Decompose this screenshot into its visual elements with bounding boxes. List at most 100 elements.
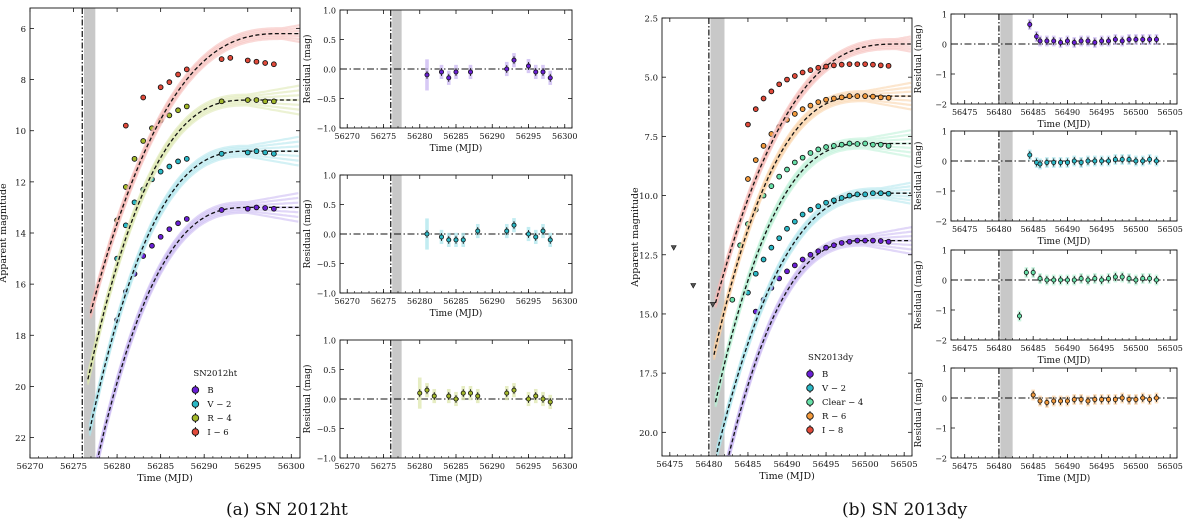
data-point-V <box>784 225 790 232</box>
plot-frame <box>950 367 1178 459</box>
data-point-I <box>157 84 164 91</box>
data-point-V <box>760 256 767 263</box>
x-tick-label: 56505 <box>1157 108 1182 117</box>
data-point-I <box>799 69 806 76</box>
residual-point <box>431 393 437 399</box>
data-point-R_b <box>831 95 837 102</box>
model-band-V <box>88 140 299 428</box>
data-point-V <box>157 168 164 175</box>
panel-a-main: 56270 56275 56280 56285 56290 56295 56300 6 8 10 1… <box>0 7 305 484</box>
data-point-I <box>862 61 868 68</box>
x-tick-label: 56505 <box>1157 462 1182 471</box>
y-axis-label: Residual (mag) <box>913 25 924 94</box>
y-tick-label: −1 <box>935 188 947 197</box>
model-band-Clear <box>714 145 911 406</box>
model-band-I <box>89 35 300 317</box>
residual-point <box>446 393 452 399</box>
x-tick-label: 56495 <box>1089 225 1114 234</box>
x-tick-label: 56490 <box>1055 462 1080 471</box>
y-tick-label: −2 <box>935 337 947 346</box>
data-point-B <box>885 238 892 245</box>
legend-marker-Clear <box>806 398 814 406</box>
x-tick-label: 56475 <box>952 344 977 353</box>
y-tick-label: −2 <box>935 218 947 227</box>
residual-point <box>1030 392 1036 398</box>
data-point-Clear <box>729 296 736 303</box>
residual-point <box>1092 158 1098 164</box>
panel-a-res-2: 56270 56275 56280 56285 56290 56295 56300 −1.0 −… <box>302 172 577 320</box>
residual-point <box>1147 275 1153 281</box>
y-tick-label: −2 <box>935 455 947 464</box>
legend-label-V: V − 2 <box>206 400 231 410</box>
data-point-Clear <box>877 141 884 148</box>
x-tick-label: 56490 <box>1055 344 1080 353</box>
data-point-B <box>253 204 260 211</box>
x-tick-label: 56480 <box>695 460 722 470</box>
residual-point <box>1140 37 1146 43</box>
model-band-R_b <box>712 96 912 357</box>
y-tick-label: 7.5 <box>644 133 658 143</box>
data-point-V <box>271 150 277 157</box>
x-tick-label: 56295 <box>516 132 541 141</box>
residual-point <box>1153 395 1159 401</box>
data-point-Clear <box>823 144 829 150</box>
y-axis-label: Residual (mag) <box>913 261 924 330</box>
residual-point <box>1058 159 1064 165</box>
residual-point <box>1071 40 1077 46</box>
x-tick-label: 56290 <box>480 132 505 141</box>
model-band-I <box>89 34 300 316</box>
residual-point <box>511 387 517 393</box>
residual-point <box>1051 277 1057 283</box>
residual-point <box>540 396 546 402</box>
x-tick-label: 56300 <box>278 462 305 472</box>
data-point-Clear <box>776 173 783 180</box>
residual-point <box>1027 152 1033 158</box>
x-tick-label: 56485 <box>1020 462 1045 471</box>
residual-point <box>1112 156 1118 162</box>
data-point-R_b <box>846 93 853 99</box>
data-point-V <box>831 197 837 204</box>
residual-point <box>1092 275 1098 281</box>
data-point-V <box>768 244 775 251</box>
x-tick-label: 56300 <box>552 297 577 306</box>
plot-frame <box>950 249 1178 341</box>
residual-point <box>1078 159 1084 165</box>
y-tick-label: 0.5 <box>323 366 336 375</box>
model-band-R <box>86 100 300 382</box>
x-tick-label: 56280 <box>407 297 432 306</box>
y-tick-label: 20 <box>15 383 26 393</box>
residual-point <box>475 228 481 234</box>
model-fit-I <box>89 32 300 314</box>
data-point-V <box>862 191 868 198</box>
data-point-R <box>218 98 225 105</box>
x-tick-label: 56490 <box>1055 108 1080 117</box>
data-point-Clear <box>885 142 892 149</box>
y-axis-label: Residual (mag) <box>913 379 924 448</box>
y-axis-label: Residual (mag) <box>302 365 313 434</box>
data-point-B <box>854 237 861 244</box>
plot-frame <box>950 13 1178 105</box>
data-point-R_b <box>838 94 845 101</box>
x-axis-label: Time (MJD) <box>430 143 483 154</box>
residual-point <box>1112 37 1118 43</box>
residual-point <box>1037 398 1043 404</box>
x-tick-label: 56485 <box>1020 344 1045 353</box>
y-tick-label: −1.0 <box>317 455 336 464</box>
y-tick-label: 0.5 <box>323 36 336 45</box>
model-band-Clear <box>714 142 911 403</box>
x-tick-label: 56500 <box>1123 225 1148 234</box>
panel-b-res-2: 56475 56480 56485 56490 56495 56500 56505 −2 −1 0… <box>913 128 1183 248</box>
x-tick-label: 56480 <box>986 225 1011 234</box>
residual-point <box>1023 269 1029 275</box>
residual-point <box>1034 34 1040 40</box>
legend-label-Clear: Clear − 4 <box>822 398 863 408</box>
legend-label-I: I − 6 <box>207 428 228 438</box>
data-point-R_b <box>791 111 798 117</box>
caption-b: (b) SN 2013dy <box>842 500 968 520</box>
residual-point <box>1126 156 1132 162</box>
residual-point <box>417 390 423 396</box>
x-tick-label: 56300 <box>552 462 577 471</box>
residual-point <box>446 75 452 81</box>
data-point-R_b <box>815 99 822 105</box>
x-tick-label: 56480 <box>986 108 1011 117</box>
